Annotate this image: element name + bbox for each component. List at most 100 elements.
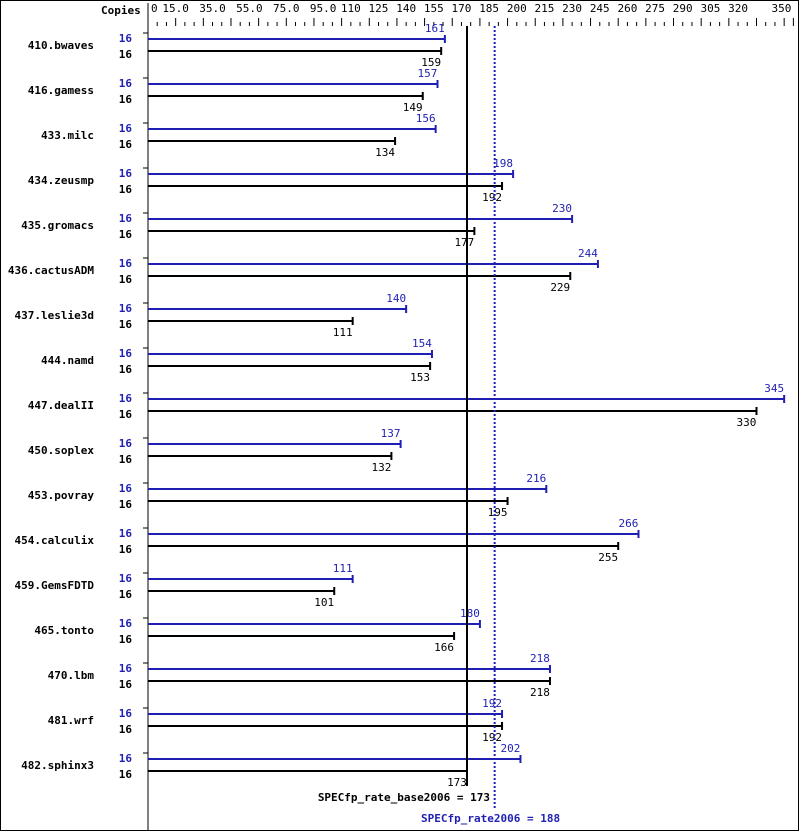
peak-copies: 16 [119,122,133,135]
peak-value-label: 192 [482,697,502,710]
tick-label: 290 [673,2,693,15]
tick-label: 170 [452,2,472,15]
benchmark-label: 482.sphinx3 [21,759,94,772]
base-value-label: 330 [737,416,757,429]
benchmark-label: 434.zeusmp [28,174,95,187]
tick-label: 55.0 [236,2,263,15]
peak-copies: 16 [119,77,133,90]
base-value-label: 153 [410,371,430,384]
base-copies: 16 [119,543,133,556]
base-copies: 16 [119,273,133,286]
tick-label: 75.0 [273,2,300,15]
base-copies: 16 [119,138,133,151]
peak-value-label: 140 [386,292,406,305]
tick-label: 35.0 [199,2,226,15]
base-value-label: 177 [454,236,474,249]
base-value-label: 134 [375,146,395,159]
peak-value-label: 345 [764,382,784,395]
peak-copies: 16 [119,32,133,45]
tick-label: 260 [617,2,637,15]
peak-copies: 16 [119,167,133,180]
tick-label: 200 [507,2,527,15]
base-value-label: 173 [447,776,467,789]
tick-label: 155 [424,2,444,15]
benchmark-label: 453.povray [28,489,95,502]
peak-value-label: 180 [460,607,480,620]
benchmark-label: 481.wrf [48,714,94,727]
base-copies: 16 [119,228,133,241]
base-value-label: 255 [598,551,618,564]
peak-value-label: 157 [418,67,438,80]
peak-value-label: 216 [526,472,546,485]
benchmark-label: 470.lbm [48,669,95,682]
benchmark-label: 437.leslie3d [15,309,94,322]
base-value-label: 101 [314,596,334,609]
tick-label: 110 [341,2,361,15]
base-copies: 16 [119,318,133,331]
peak-value-label: 161 [425,22,445,35]
tick-label: 140 [396,2,416,15]
peak-copies: 16 [119,437,133,450]
tick-label: 185 [479,2,499,15]
peak-copies: 16 [119,527,133,540]
base-copies: 16 [119,408,133,421]
peak-value-label: 244 [578,247,598,260]
peak-value-label: 137 [381,427,401,440]
tick-label: 350 [772,2,792,15]
base-copies: 16 [119,678,133,691]
peak-copies: 16 [119,752,133,765]
base-copies: 16 [119,183,133,196]
peak-copies: 16 [119,707,133,720]
tick-label: 320 [728,2,748,15]
peak-copies: 16 [119,257,133,270]
base-reference-label: SPECfp_rate_base2006 = 173 [318,791,490,804]
peak-copies: 16 [119,302,133,315]
tick-label: 215 [535,2,555,15]
base-value-label: 111 [333,326,353,339]
base-copies: 16 [119,453,133,466]
peak-value-label: 230 [552,202,572,215]
peak-value-label: 218 [530,652,550,665]
peak-copies: 16 [119,347,133,360]
benchmark-label: 435.gromacs [21,219,94,232]
peak-value-label: 198 [493,157,513,170]
peak-copies: 16 [119,212,133,225]
base-value-label: 195 [488,506,508,519]
benchmark-label: 447.dealII [28,399,94,412]
benchmark-label: 433.milc [41,129,94,142]
base-copies: 16 [119,633,133,646]
peak-copies: 16 [119,662,133,675]
benchmark-label: 450.soplex [28,444,95,457]
base-value-label: 192 [482,191,502,204]
base-copies: 16 [119,768,133,781]
base-value-label: 229 [550,281,570,294]
base-copies: 16 [119,723,133,736]
benchmark-label: 459.GemsFDTD [15,579,95,592]
benchmark-label: 444.namd [41,354,94,367]
base-value-label: 149 [403,101,423,114]
benchmark-label: 454.calculix [15,534,95,547]
tick-label: 125 [369,2,389,15]
base-value-label: 166 [434,641,454,654]
peak-copies: 16 [119,392,133,405]
peak-reference-label: SPECfp_rate2006 = 188 [421,812,560,825]
peak-value-label: 111 [333,562,353,575]
peak-copies: 16 [119,482,133,495]
axis-label: Copies [101,4,141,17]
tick-label: 15.0 [162,2,189,15]
base-copies: 16 [119,363,133,376]
base-copies: 16 [119,93,133,106]
tick-label: 305 [700,2,720,15]
base-copies: 16 [119,48,133,61]
base-value-label: 218 [530,686,550,699]
base-value-label: 132 [371,461,391,474]
tick-label: 95.0 [310,2,337,15]
base-copies: 16 [119,588,133,601]
benchmark-label: 416.gamess [28,84,94,97]
base-value-label: 159 [421,56,441,69]
tick-label: 0 [151,2,158,15]
tick-label: 245 [590,2,610,15]
peak-value-label: 156 [416,112,436,125]
